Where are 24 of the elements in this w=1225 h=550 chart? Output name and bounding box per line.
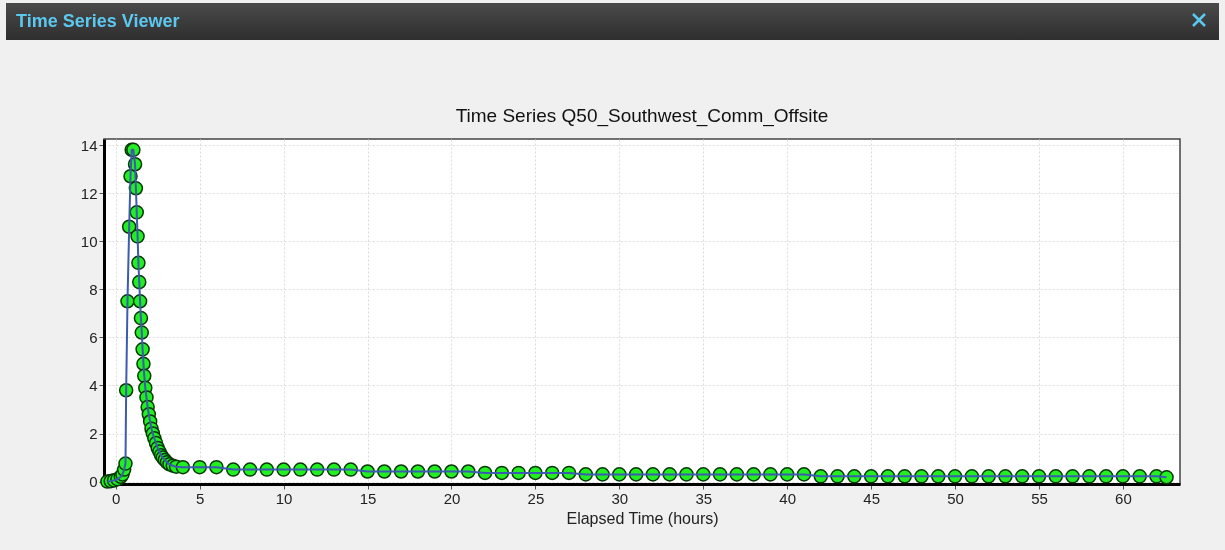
x-tick-label: 0 — [112, 489, 121, 507]
y-tick-label: 0 — [89, 473, 98, 491]
y-tick-label: 14 — [80, 136, 98, 154]
x-tick-label: 20 — [443, 489, 461, 507]
y-tick-label: 4 — [89, 376, 98, 394]
x-tick-label: 5 — [196, 489, 205, 507]
x-tick-label: 50 — [947, 489, 964, 507]
x-tick-label: 55 — [1031, 489, 1048, 507]
x-tick-label: 10 — [275, 489, 293, 507]
y-tick-label: 12 — [80, 184, 98, 202]
x-tick-label: 35 — [695, 489, 713, 507]
y-tick-label: 2 — [89, 425, 98, 443]
x-tick-label: 40 — [779, 489, 797, 507]
x-tick-label: 15 — [359, 489, 377, 507]
text: Time Series Viewer — [16, 11, 180, 32]
x-tick-label: 60 — [1115, 489, 1132, 507]
y-tick-label: 8 — [89, 280, 98, 298]
chart-title: Time Series Q50_Southwest_Comm_Offsite — [455, 105, 829, 128]
x-tick-label: 45 — [863, 489, 880, 507]
x-axis-title: Elapsed Time (hours) — [566, 509, 719, 527]
x-tick-label: 30 — [611, 489, 629, 507]
x-tick-label: 25 — [527, 489, 545, 507]
y-tick-label: 10 — [80, 232, 98, 250]
y-tick-label: 6 — [89, 328, 98, 346]
